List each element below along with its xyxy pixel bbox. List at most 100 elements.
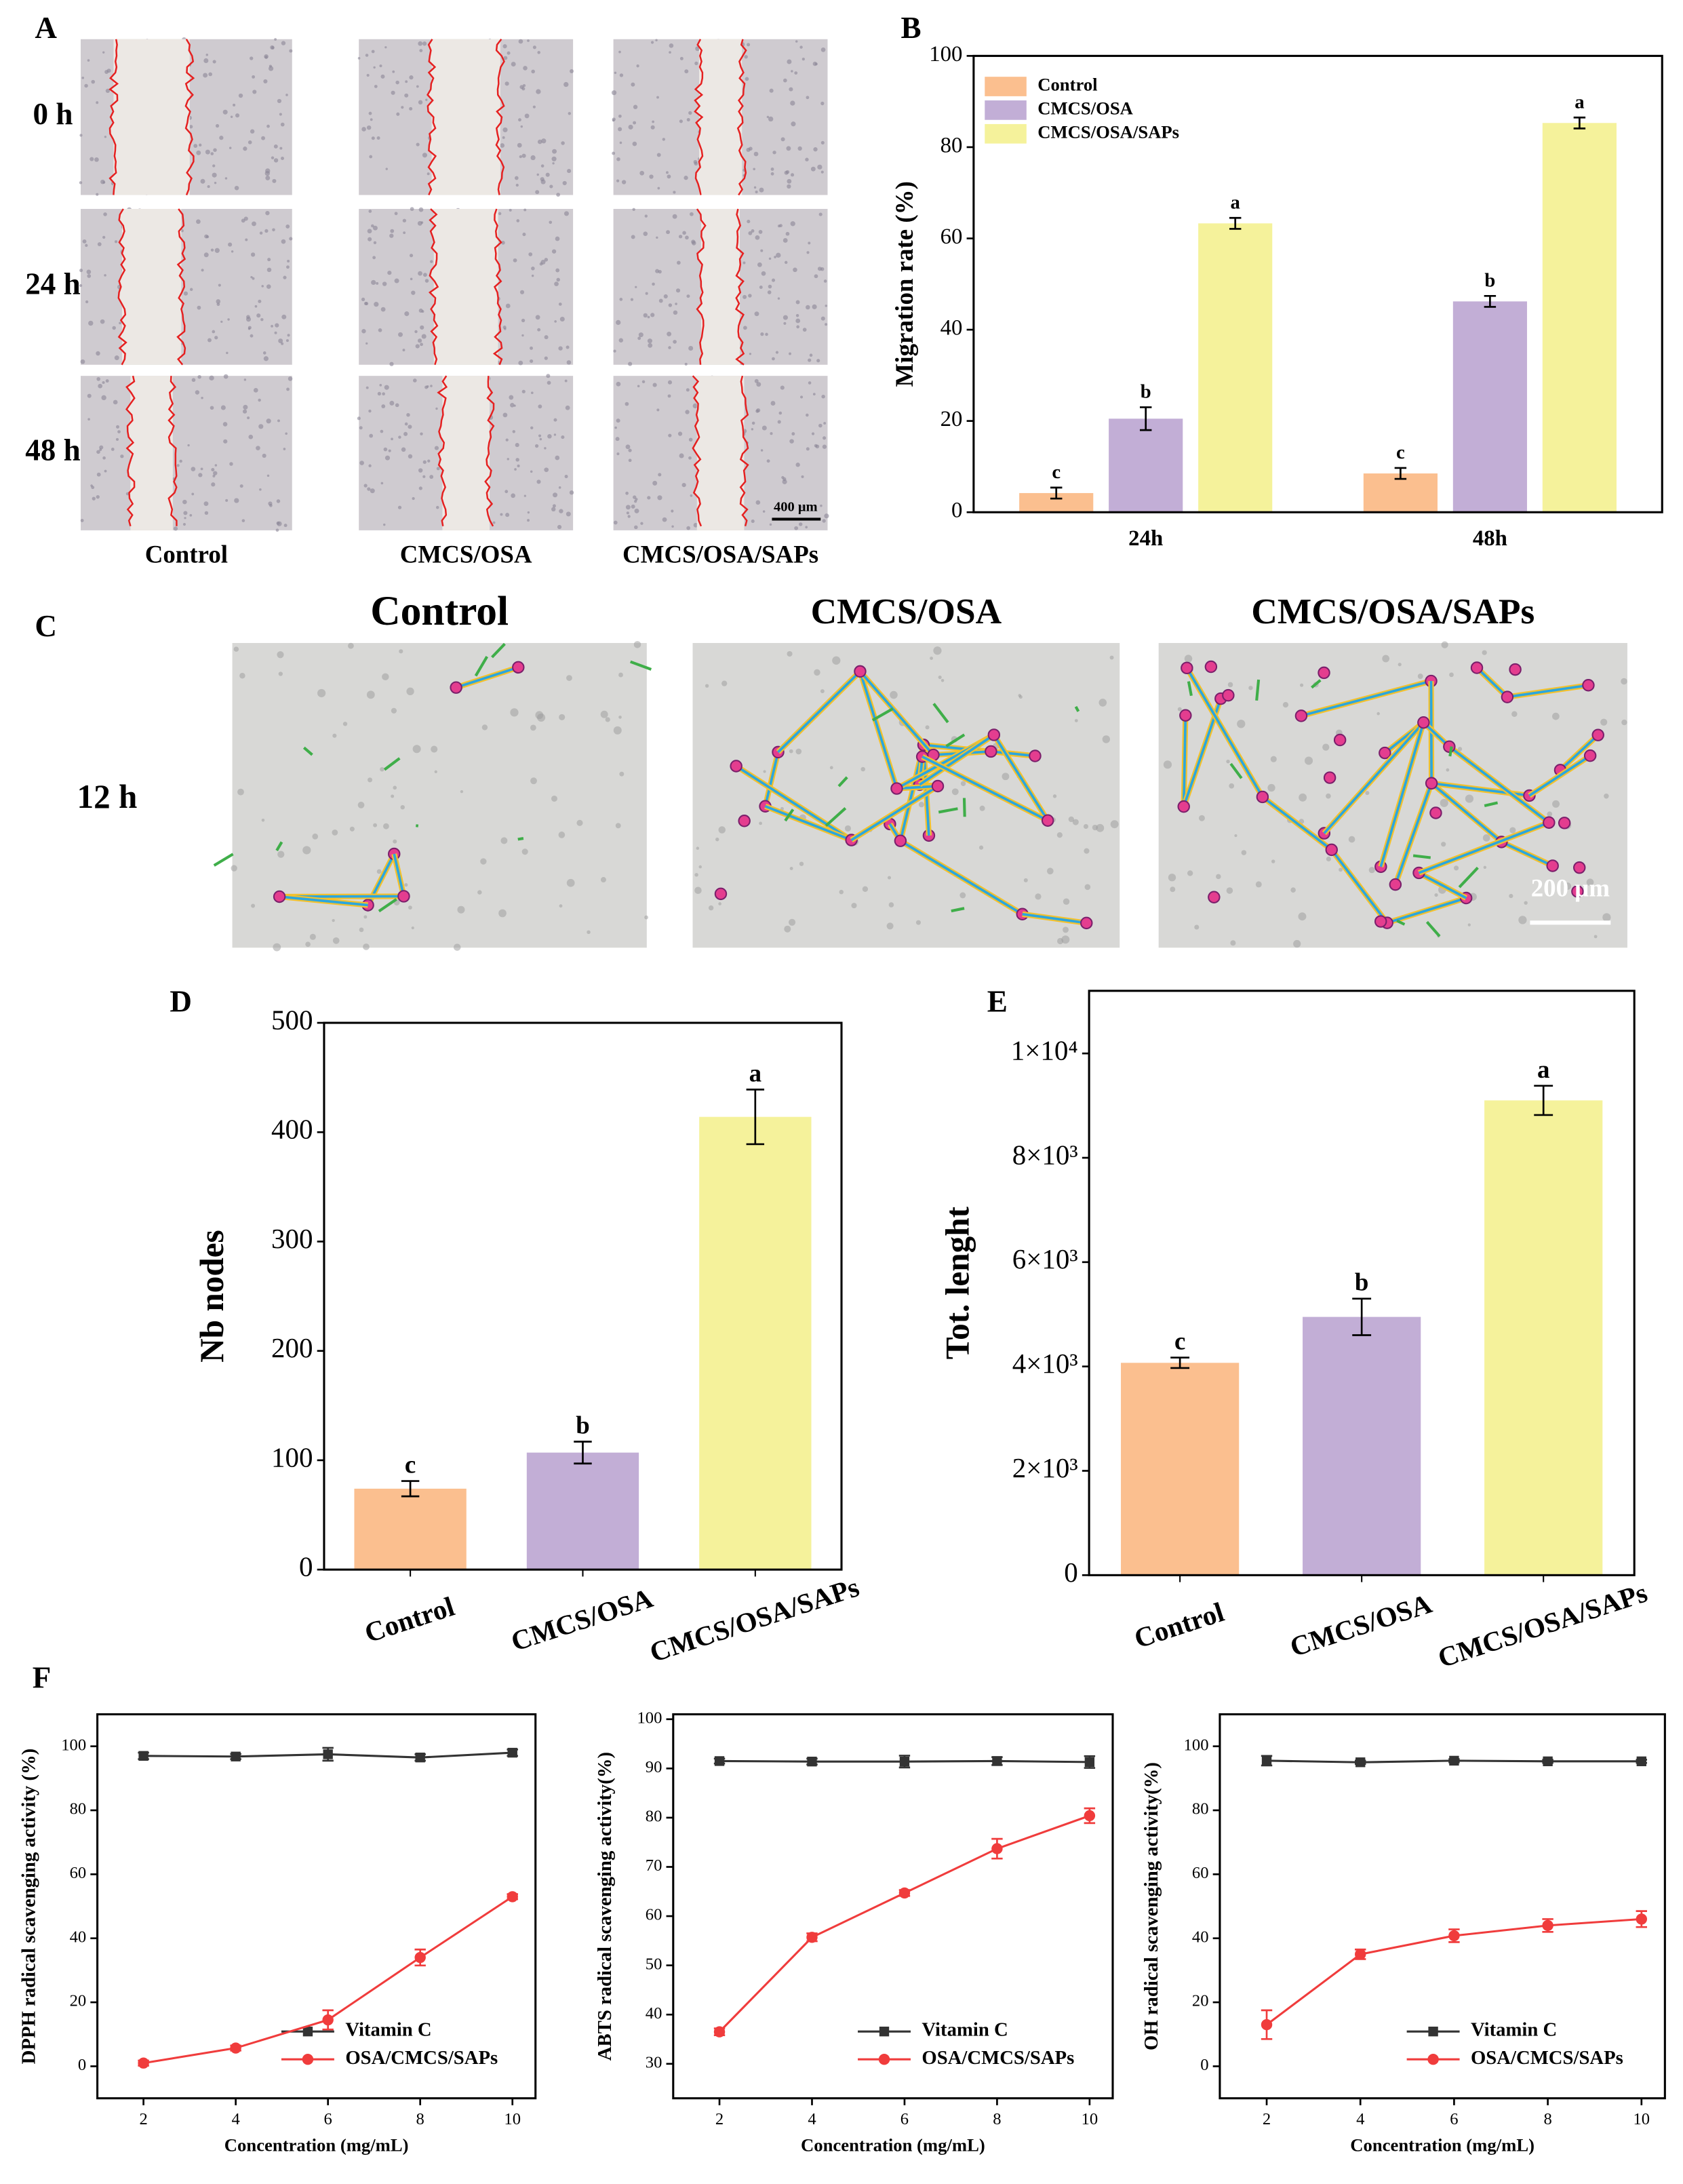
x-tick-label: 6 bbox=[1450, 2110, 1458, 2128]
cell bbox=[530, 359, 533, 363]
cell bbox=[537, 328, 540, 332]
cell bbox=[102, 52, 104, 54]
cell bbox=[633, 121, 636, 125]
cell bbox=[104, 274, 106, 277]
cell bbox=[1449, 673, 1454, 678]
cell bbox=[235, 186, 239, 191]
cell bbox=[500, 143, 504, 148]
cell bbox=[770, 524, 772, 526]
cell bbox=[618, 716, 622, 719]
cell bbox=[389, 401, 394, 406]
y-tick-label: 40 bbox=[646, 2004, 662, 2023]
cell bbox=[616, 452, 619, 455]
cell bbox=[406, 688, 414, 695]
cell bbox=[1434, 893, 1438, 897]
cell bbox=[686, 388, 690, 391]
cell bbox=[787, 651, 792, 657]
cell bbox=[361, 329, 365, 333]
cell bbox=[820, 505, 823, 507]
cell bbox=[778, 420, 781, 423]
cell bbox=[516, 184, 519, 187]
cell bbox=[627, 511, 629, 514]
cell bbox=[813, 62, 817, 66]
x-tick-label: 8 bbox=[993, 2110, 1001, 2128]
cell bbox=[564, 211, 569, 216]
cell bbox=[422, 334, 427, 338]
cell bbox=[216, 124, 219, 128]
cell bbox=[422, 475, 425, 478]
cell bbox=[267, 268, 272, 273]
cell bbox=[653, 383, 657, 387]
cell bbox=[418, 271, 422, 276]
cell bbox=[961, 781, 966, 786]
cell bbox=[425, 99, 427, 101]
cell bbox=[277, 499, 281, 503]
cell bbox=[692, 241, 696, 246]
cell bbox=[756, 500, 761, 505]
cell bbox=[245, 238, 248, 241]
cell bbox=[192, 378, 196, 382]
data-point bbox=[323, 1749, 332, 1759]
bar-annotation: a bbox=[1231, 191, 1240, 213]
bar bbox=[699, 1117, 811, 1569]
cell bbox=[768, 117, 773, 121]
cell bbox=[392, 71, 395, 73]
data-point bbox=[991, 1843, 1002, 1854]
cell bbox=[637, 385, 640, 387]
cell bbox=[287, 260, 290, 262]
cell bbox=[626, 444, 631, 449]
cell bbox=[231, 116, 233, 118]
cell bbox=[819, 213, 823, 216]
node bbox=[1574, 862, 1585, 873]
cell bbox=[519, 85, 523, 89]
cell bbox=[684, 176, 688, 180]
cell bbox=[530, 777, 537, 784]
cell bbox=[919, 802, 924, 807]
cell bbox=[930, 657, 933, 660]
cell bbox=[527, 519, 530, 522]
cell bbox=[1365, 791, 1369, 795]
cell bbox=[410, 207, 414, 211]
column-label: CMCS/OSA/SAPs bbox=[622, 540, 818, 568]
cell bbox=[576, 820, 582, 826]
cell bbox=[378, 392, 381, 395]
wound-gap bbox=[130, 376, 172, 530]
cell bbox=[1256, 881, 1262, 887]
cell bbox=[1298, 912, 1306, 920]
cell bbox=[229, 462, 233, 465]
y-tick-label: 100 bbox=[637, 1709, 662, 1727]
cell bbox=[515, 443, 519, 447]
cell bbox=[277, 99, 281, 103]
cell bbox=[796, 749, 802, 755]
cell bbox=[84, 84, 88, 88]
cell bbox=[391, 794, 394, 798]
cell bbox=[676, 288, 680, 292]
cell bbox=[398, 332, 403, 337]
cell bbox=[115, 355, 119, 360]
cell bbox=[425, 279, 429, 283]
cell bbox=[812, 305, 817, 309]
cell bbox=[177, 464, 180, 467]
cell bbox=[770, 89, 774, 93]
node bbox=[1223, 690, 1233, 701]
cell bbox=[1271, 859, 1275, 863]
cell bbox=[570, 490, 574, 494]
legend-label: OSA/CMCS/SAPs bbox=[1471, 2047, 1623, 2069]
cell bbox=[536, 315, 540, 319]
cell bbox=[510, 403, 515, 408]
cell bbox=[243, 147, 247, 151]
cell bbox=[666, 230, 670, 234]
cell bbox=[656, 408, 659, 411]
cell bbox=[419, 49, 422, 52]
cell bbox=[265, 211, 269, 215]
cell bbox=[207, 338, 212, 343]
y-tick-label: 70 bbox=[646, 1856, 662, 1875]
cell bbox=[1465, 794, 1473, 802]
y-tick-label: 4×10³ bbox=[1012, 1348, 1078, 1379]
cell bbox=[211, 468, 214, 471]
cell bbox=[662, 518, 667, 522]
cell bbox=[506, 304, 511, 309]
cell bbox=[201, 179, 205, 184]
cell bbox=[551, 157, 556, 161]
cell bbox=[261, 285, 264, 288]
